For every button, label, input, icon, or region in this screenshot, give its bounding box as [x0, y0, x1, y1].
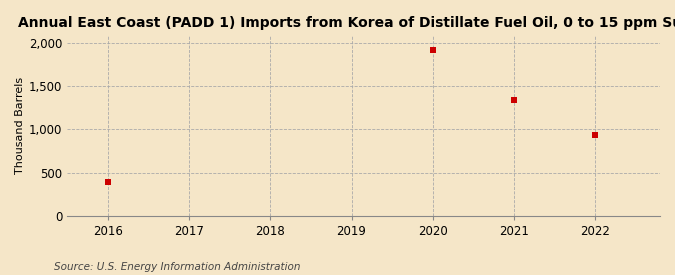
Text: Source: U.S. Energy Information Administration: Source: U.S. Energy Information Administ…: [54, 262, 300, 272]
Y-axis label: Thousand Barrels: Thousand Barrels: [15, 77, 25, 174]
Title: Annual East Coast (PADD 1) Imports from Korea of Distillate Fuel Oil, 0 to 15 pp: Annual East Coast (PADD 1) Imports from …: [18, 16, 675, 31]
